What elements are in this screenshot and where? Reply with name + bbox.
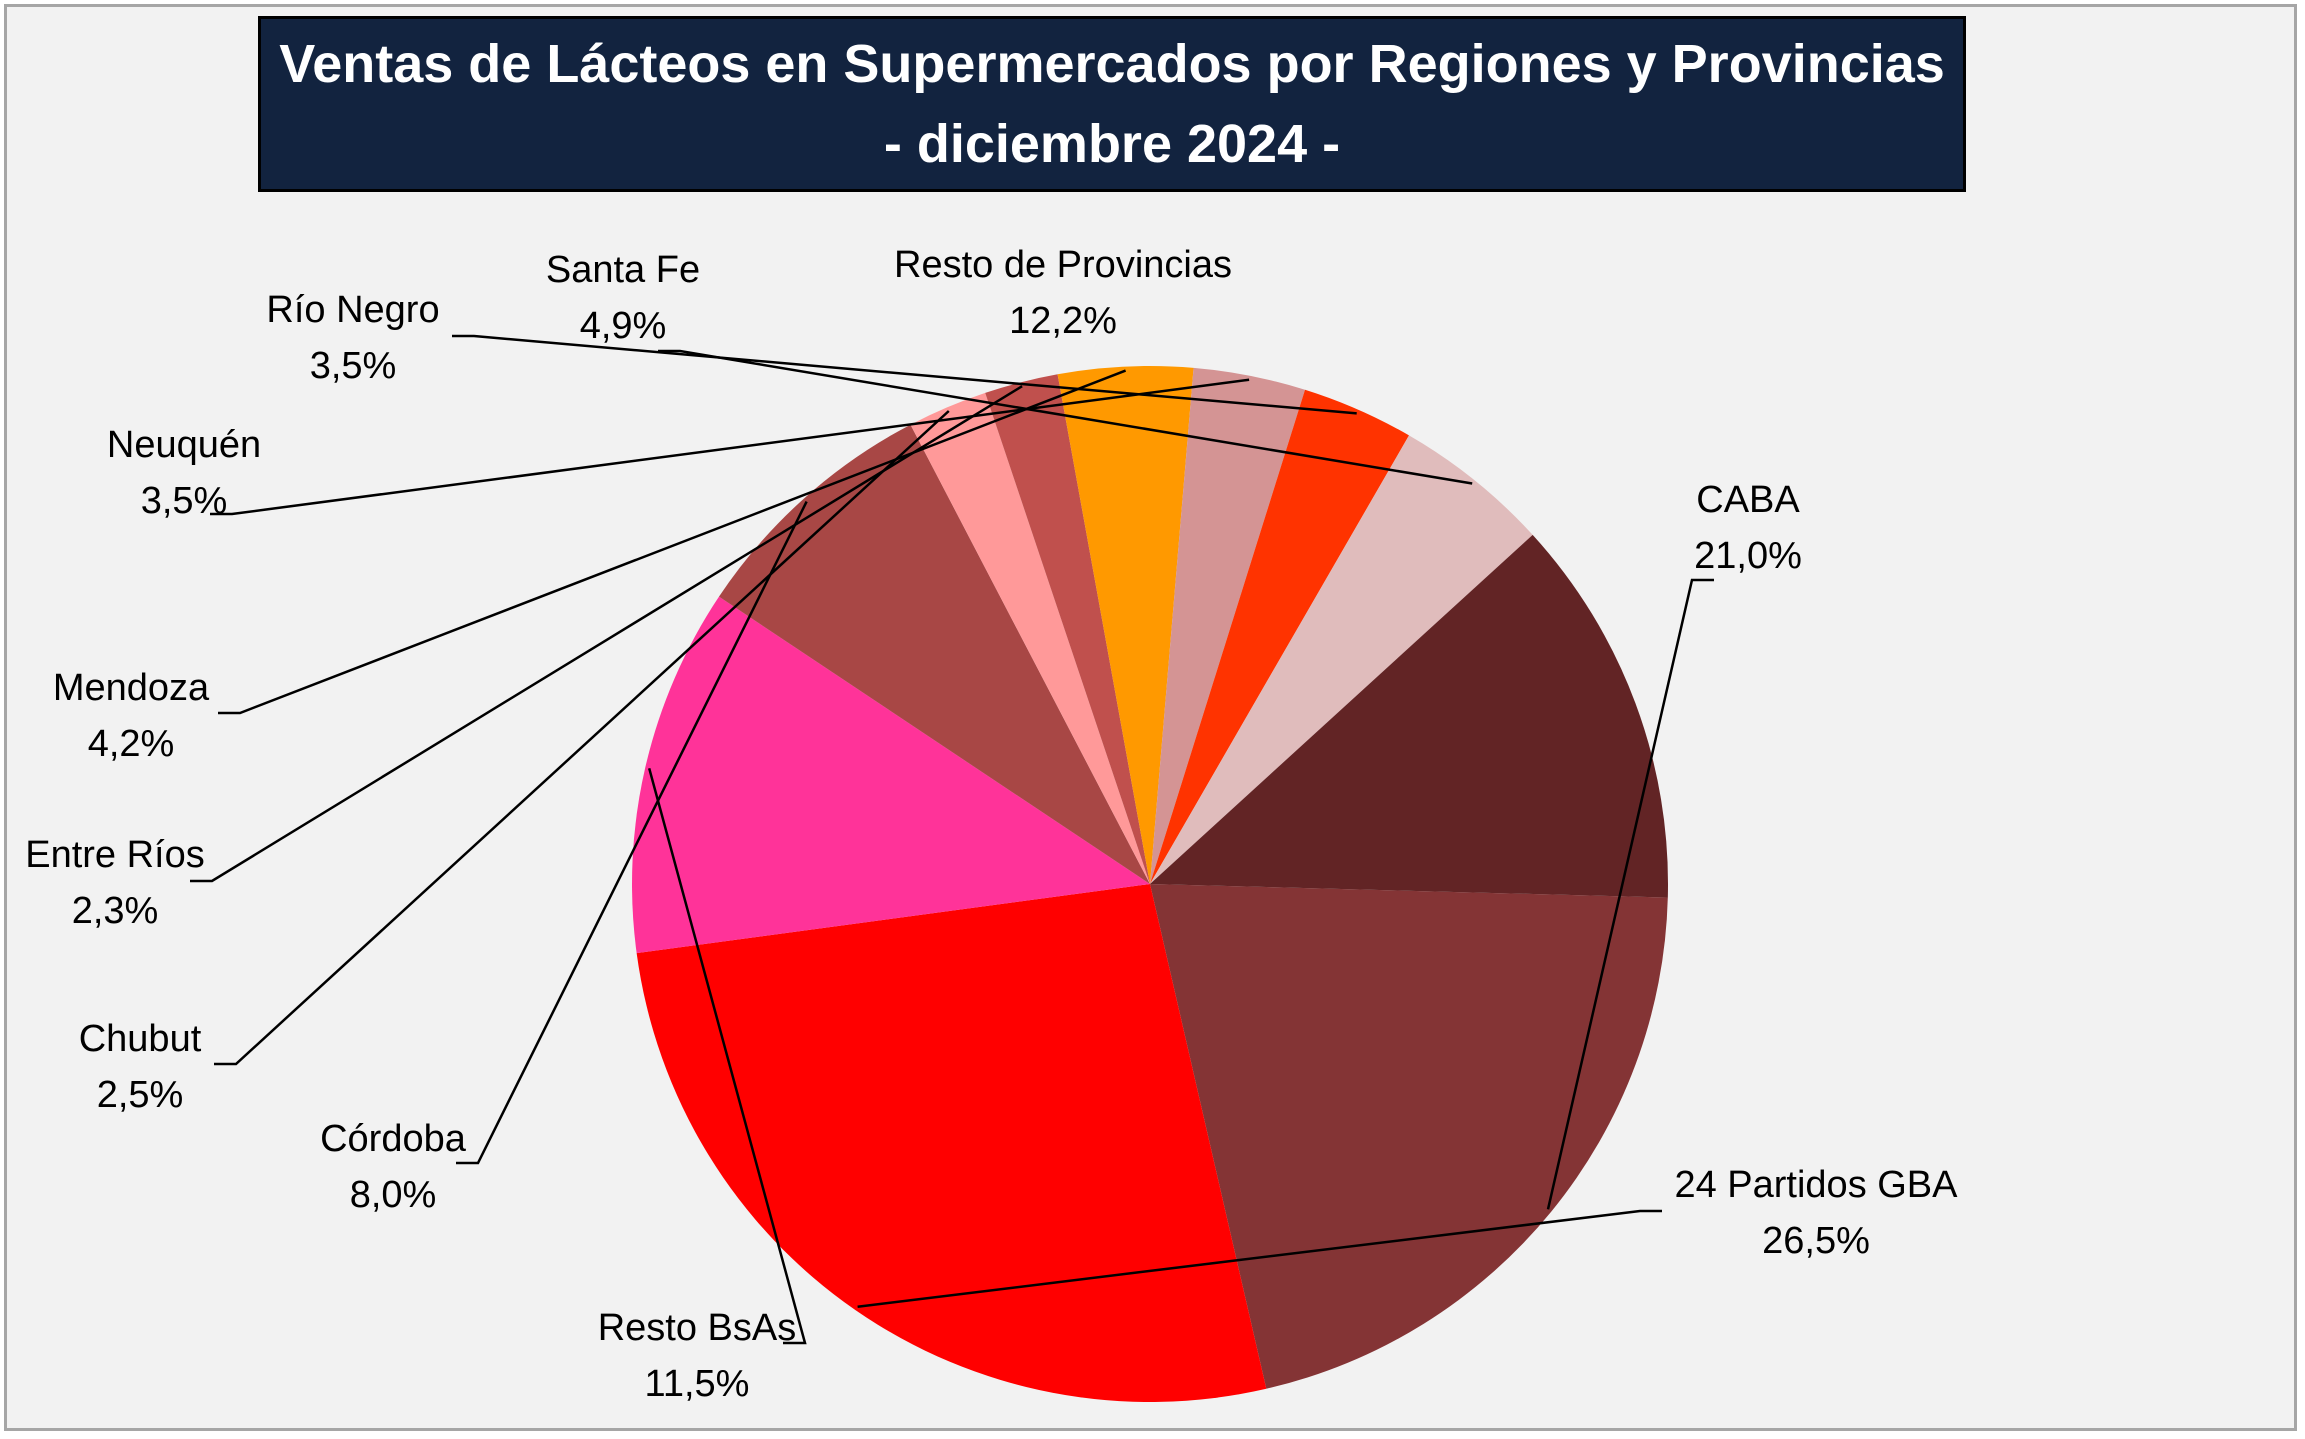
slice-name-label: Córdoba [320, 1118, 467, 1160]
slice-value-label: 12,2% [1009, 300, 1117, 342]
slice-name-label: Mendoza [53, 667, 210, 709]
slice-value-label: 2,3% [72, 890, 159, 932]
slice-name-label: CABA [1696, 479, 1800, 521]
slice-name-label: Río Negro [266, 289, 439, 331]
slice-name-label: Neuquén [107, 424, 261, 466]
slice-value-label: 4,9% [580, 305, 667, 347]
slice-value-label: 26,5% [1762, 1220, 1870, 1262]
slice-name-label: Chubut [79, 1018, 202, 1060]
pie-slice-chubut [910, 392, 1150, 884]
leader-line-chubut [214, 410, 950, 1066]
slice-name-label: Entre Ríos [25, 834, 205, 876]
pie-slice-24-partidos-gba [636, 884, 1267, 1402]
pie-slice-c-rdoba [718, 424, 1150, 884]
slice-value-label: 8,0% [350, 1174, 437, 1216]
leader-line-mendoza [218, 369, 1127, 715]
pie-slice-entre-r-os [985, 374, 1150, 884]
pie-slice-neuqu-n [1150, 367, 1306, 885]
slice-name-label: Resto de Provincias [894, 244, 1232, 286]
leader-line-caba [1546, 578, 1714, 1210]
slice-value-label: 2,5% [97, 1074, 184, 1116]
slice-value-label: 21,0% [1694, 535, 1802, 577]
leader-line-neuqu-n [210, 378, 1250, 516]
pie-slice-r-o-negro [1150, 389, 1410, 884]
slice-value-label: 4,2% [88, 723, 175, 765]
leader-line-c-rdoba [456, 501, 808, 1165]
slice-value-label: 3,5% [141, 480, 228, 522]
chart-title: Ventas de Lácteos en Supermercados por R… [258, 16, 1966, 192]
pie-slice-caba [1150, 884, 1668, 1389]
pie-slice-santa-fe [1150, 435, 1533, 884]
pie-slice-mendoza [1057, 366, 1194, 884]
leader-line-24-partidos-gba [857, 1209, 1662, 1308]
leader-line-r-o-negro [452, 334, 1357, 415]
leader-line-entre-r-os [190, 385, 1023, 883]
slice-value-label: 11,5% [645, 1363, 750, 1405]
slice-value-label: 3,5% [310, 345, 397, 387]
slice-name-label: Resto BsAs [598, 1307, 797, 1349]
chart-title-line-2: - diciembre 2024 - [883, 114, 1341, 174]
slice-name-label: Santa Fe [546, 249, 700, 291]
leader-line-resto-bsas [647, 767, 807, 1345]
pie-slice-resto-de-provincias [1150, 534, 1668, 898]
chart-title-line-1: Ventas de Lácteos en Supermercados por R… [279, 34, 1945, 94]
slice-name-label: 24 Partidos GBA [1674, 1164, 1958, 1206]
pie-slice-resto-bsas [632, 596, 1150, 954]
leader-line-santa-fe [658, 349, 1473, 485]
